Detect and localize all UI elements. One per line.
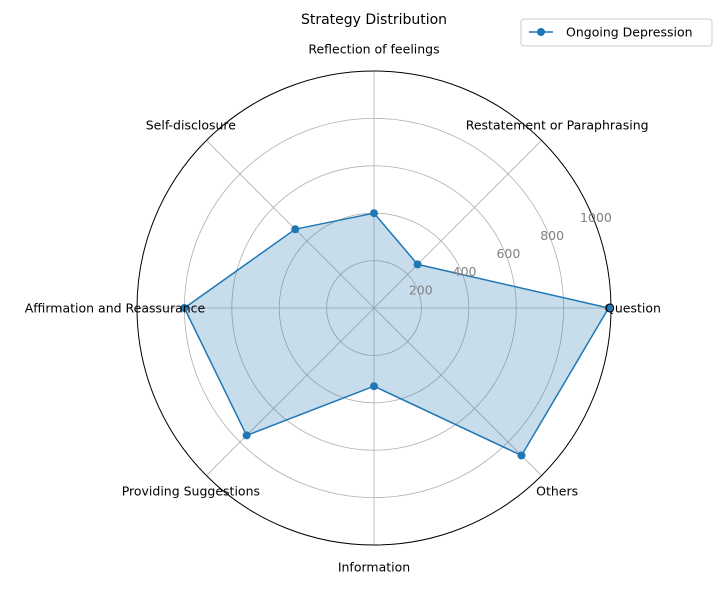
category-label: Information (338, 560, 410, 575)
grid-spoke (373, 140, 542, 309)
category-label: Restatement or Paraphrasing (466, 117, 649, 132)
category-label: Affirmation and Reassurance (25, 301, 206, 316)
category-labels: Question Restatement or Paraphrasing Refle… (25, 42, 661, 575)
series-area (184, 213, 609, 456)
chart-title: Strategy Distribution (301, 12, 447, 28)
legend-label: Ongoing Depression (566, 25, 693, 40)
legend: Ongoing Depression (520, 18, 713, 47)
radial-tick-label: 600 (496, 246, 520, 261)
data-point-7 (517, 451, 526, 460)
data-point-6 (370, 382, 378, 391)
radial-tick-label: 400 (453, 264, 477, 279)
data-point-4 (180, 304, 189, 312)
data-series (180, 209, 613, 460)
data-point-2 (370, 209, 378, 218)
data-point-5 (242, 431, 251, 440)
category-label: Self-disclosure (146, 117, 237, 132)
data-point-1 (413, 260, 422, 269)
grid-spoke (373, 307, 542, 476)
category-label: Providing Suggestions (122, 484, 260, 499)
data-point-0 (604, 304, 613, 312)
legend-box (520, 18, 713, 47)
radial-tick-label: 800 (540, 228, 564, 243)
data-point-3 (291, 225, 300, 234)
grid-spoke (206, 140, 375, 309)
grid-spoke (206, 307, 375, 476)
category-label: Reflection of feelings (308, 42, 439, 57)
legend-point-marker (537, 28, 545, 36)
radial-tick-label: 1000 (580, 210, 612, 225)
radial-tick-labels: 200 400 600 800 1000 (409, 210, 612, 298)
category-label: Question (605, 301, 661, 316)
radial-tick-label: 200 (409, 282, 433, 297)
category-label: Others (536, 484, 578, 499)
